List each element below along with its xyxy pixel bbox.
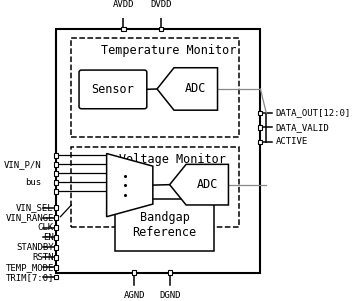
Bar	[258, 125, 262, 130]
Text: AGND: AGND	[124, 291, 145, 300]
Bar	[159, 27, 163, 31]
Bar	[258, 111, 262, 115]
Text: RSTN: RSTN	[32, 253, 54, 262]
Text: DVDD: DVDD	[151, 0, 172, 9]
Text: bus: bus	[25, 178, 41, 187]
Bar	[54, 275, 58, 279]
Bar	[54, 255, 58, 259]
Text: TEMP_MODE: TEMP_MODE	[5, 263, 54, 272]
Text: Voltage Monitor: Voltage Monitor	[119, 153, 225, 166]
Bar	[54, 205, 58, 210]
Polygon shape	[170, 164, 229, 205]
Bar	[56, 29, 260, 273]
Text: DATA_OUT[12:0]: DATA_OUT[12:0]	[275, 108, 351, 117]
Bar	[54, 171, 58, 175]
Bar	[54, 215, 58, 220]
Bar	[115, 199, 214, 251]
Bar	[71, 147, 239, 227]
Bar	[121, 27, 126, 31]
Bar	[71, 38, 239, 137]
FancyBboxPatch shape	[79, 70, 147, 109]
Text: ACTIVE: ACTIVE	[275, 137, 308, 146]
Text: Bandgap
Reference: Bandgap Reference	[132, 211, 197, 239]
Bar	[54, 225, 58, 230]
Bar	[168, 270, 172, 275]
Bar	[54, 235, 58, 240]
Text: VIN_P/N: VIN_P/N	[4, 160, 41, 169]
Text: VIN_RANGE: VIN_RANGE	[5, 213, 54, 222]
Text: STANDBY: STANDBY	[16, 243, 54, 252]
Text: Sensor: Sensor	[92, 83, 134, 96]
Bar	[54, 245, 58, 250]
Bar	[54, 265, 58, 269]
Text: AVDD: AVDD	[113, 0, 134, 9]
Bar	[54, 180, 58, 185]
Bar	[132, 270, 136, 275]
Text: EN: EN	[43, 233, 54, 242]
Bar	[54, 153, 58, 158]
Polygon shape	[157, 68, 218, 110]
Bar	[258, 140, 262, 144]
Bar	[54, 189, 58, 194]
Bar	[54, 162, 58, 167]
Polygon shape	[106, 154, 153, 217]
Text: TRIM[7:0]: TRIM[7:0]	[5, 273, 54, 282]
Text: ADC: ADC	[185, 82, 207, 95]
Text: Temperature Monitor: Temperature Monitor	[101, 44, 236, 57]
Text: VIN_SEL: VIN_SEL	[16, 203, 54, 212]
Text: DATA_VALID: DATA_VALID	[275, 123, 329, 132]
Text: CLK: CLK	[38, 223, 54, 232]
Text: ADC: ADC	[197, 178, 218, 191]
Text: DGND: DGND	[159, 291, 180, 300]
